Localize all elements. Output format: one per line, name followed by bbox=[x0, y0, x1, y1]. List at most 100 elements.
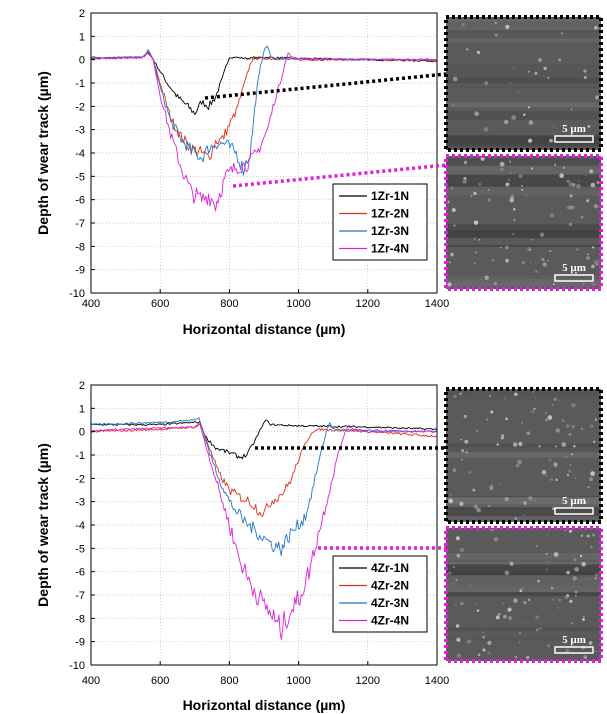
sem-texture-speck bbox=[564, 529, 566, 531]
sem-texture-speck bbox=[569, 464, 572, 466]
sem-texture-speck bbox=[477, 653, 481, 657]
sem-texture-speck bbox=[470, 584, 472, 586]
sem-texture-speck bbox=[507, 178, 511, 181]
sem-texture-band bbox=[446, 472, 601, 478]
sem-texture-speck bbox=[592, 246, 595, 249]
sem-texture-speck bbox=[505, 417, 508, 421]
sem-texture-speck bbox=[528, 496, 533, 501]
legend-label: 1Zr-3N bbox=[371, 224, 409, 238]
sem-texture-speck bbox=[514, 517, 518, 520]
sem-texture-speck bbox=[475, 429, 479, 433]
sem-inset-2: 5 µm bbox=[444, 526, 603, 663]
sem-texture-speck bbox=[551, 404, 554, 406]
sem-texture-speck bbox=[543, 66, 547, 70]
sem-texture-speck bbox=[509, 197, 514, 203]
sem-texture-speck bbox=[589, 169, 594, 174]
sem-texture-speck bbox=[474, 111, 480, 117]
sem-inset-1: 5 µm bbox=[444, 15, 603, 152]
sem-texture-band bbox=[446, 593, 601, 597]
sem-texture-speck bbox=[545, 475, 547, 477]
sem-texture-band bbox=[446, 560, 601, 563]
sem-texture-speck bbox=[486, 651, 491, 655]
sem-texture-speck bbox=[570, 108, 573, 111]
sem-texture-band bbox=[446, 244, 601, 247]
sem-texture-speck bbox=[478, 238, 481, 241]
sem-texture-band bbox=[446, 223, 601, 235]
legend-box bbox=[332, 555, 428, 633]
sem-texture-speck bbox=[537, 58, 543, 63]
sem-texture-speck bbox=[539, 627, 542, 630]
sem-texture-speck bbox=[527, 598, 531, 602]
sem-texture-band bbox=[446, 230, 601, 239]
sem-texture-speck bbox=[582, 283, 585, 286]
sem-texture-speck bbox=[554, 445, 558, 448]
sem-texture-speck bbox=[593, 440, 596, 443]
x-tick-label: 1400 bbox=[425, 298, 449, 310]
sem-texture-speck bbox=[585, 199, 590, 203]
sem-texture-speck bbox=[565, 456, 568, 458]
sem-texture-speck bbox=[585, 542, 588, 544]
sem-texture-speck bbox=[522, 622, 524, 625]
sem-texture-speck bbox=[549, 138, 553, 143]
sem-texture-band bbox=[446, 564, 601, 576]
sem-texture-speck bbox=[456, 553, 461, 558]
sem-texture-band bbox=[446, 175, 601, 187]
sem-inset-1: 5 µm bbox=[444, 387, 603, 524]
sem-texture-speck bbox=[547, 260, 549, 262]
sem-texture-speck bbox=[474, 250, 478, 254]
sem-texture-band bbox=[446, 165, 601, 175]
sem-texture-speck bbox=[464, 439, 469, 444]
sem-texture-speck bbox=[554, 163, 557, 166]
sem-texture-band bbox=[446, 392, 601, 395]
sem-texture-speck bbox=[450, 186, 454, 190]
x-tick-label: 1200 bbox=[356, 298, 380, 310]
sem-texture-speck bbox=[503, 119, 509, 125]
sem-texture-speck bbox=[476, 507, 481, 513]
sem-texture-speck bbox=[588, 441, 591, 443]
sem-texture-speck bbox=[535, 544, 539, 548]
sem-texture-speck bbox=[529, 248, 531, 251]
sem-texture-speck bbox=[514, 655, 518, 659]
y-tick-label: -3 bbox=[75, 125, 85, 137]
sem-texture-speck bbox=[468, 471, 472, 474]
sem-texture-speck bbox=[594, 185, 597, 188]
sem-texture-speck bbox=[567, 469, 572, 473]
sem-texture-speck bbox=[499, 246, 502, 248]
sem-texture-speck bbox=[482, 631, 484, 633]
sem-texture-speck bbox=[561, 419, 565, 423]
sem-texture-speck bbox=[591, 264, 595, 269]
sem-texture-band bbox=[446, 158, 601, 166]
scale-bar bbox=[554, 507, 594, 515]
sem-texture-speck bbox=[499, 482, 501, 484]
sem-texture-speck bbox=[520, 184, 524, 188]
sem-texture-speck bbox=[487, 640, 492, 646]
sem-texture-speck bbox=[473, 504, 479, 510]
y-tick-label: -8 bbox=[75, 613, 85, 625]
sem-texture-speck bbox=[452, 565, 455, 569]
sem-texture-speck bbox=[461, 23, 465, 27]
sem-texture-speck bbox=[495, 615, 500, 620]
x-tick-label: 800 bbox=[220, 675, 238, 687]
sem-texture-speck bbox=[476, 609, 480, 612]
sem-texture-speck bbox=[514, 392, 518, 397]
sem-texture-band bbox=[446, 38, 601, 43]
scale-bar-label: 5 µm bbox=[562, 123, 586, 135]
sem-texture-speck bbox=[596, 181, 600, 185]
y-tick-label: -7 bbox=[75, 218, 85, 230]
legend: 1Zr-1N 1Zr-2N 1Zr-3N 1Zr-4N bbox=[332, 183, 428, 261]
sem-texture-speck bbox=[513, 598, 518, 603]
sem-texture-speck bbox=[594, 573, 599, 578]
sem-texture-speck bbox=[549, 249, 552, 253]
sem-texture-speck bbox=[526, 431, 531, 436]
sem-texture-band bbox=[446, 198, 601, 205]
sem-texture-speck bbox=[485, 418, 489, 421]
sem-texture-speck bbox=[484, 275, 489, 280]
sem-texture-speck bbox=[448, 498, 454, 504]
sem-texture-speck bbox=[587, 253, 590, 256]
sem-texture-speck bbox=[571, 622, 574, 625]
sem-texture-band bbox=[446, 185, 601, 196]
sem-texture-speck bbox=[511, 115, 517, 120]
sem-texture-speck bbox=[563, 166, 566, 169]
y-tick-label: -1 bbox=[75, 78, 85, 90]
sem-texture-speck bbox=[546, 560, 549, 563]
